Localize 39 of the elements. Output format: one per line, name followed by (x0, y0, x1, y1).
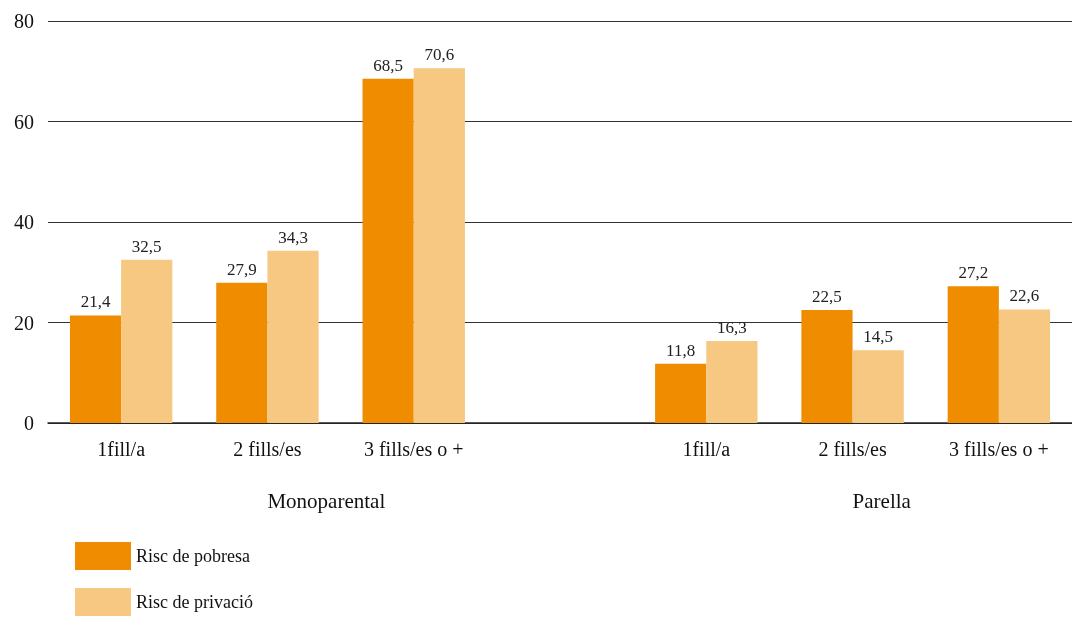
data-label: 27,2 (958, 263, 989, 283)
y-tick-label: 60 (14, 110, 34, 133)
y-tick-label: 80 (14, 10, 34, 32)
data-label: 22,5 (812, 286, 842, 306)
x-tick-label: 2 fills/es (818, 438, 887, 460)
y-tick-label: 20 (14, 311, 34, 334)
data-label: 14,5 (863, 327, 894, 347)
x-tick-label: 1fill/a (682, 438, 731, 460)
bar (362, 78, 414, 423)
bar (852, 350, 904, 423)
legend-label: Risc de pobresa (136, 546, 250, 566)
bar (69, 315, 122, 423)
data-label: 21,4 (80, 292, 111, 312)
data-label: 16,3 (717, 318, 747, 338)
x-tick-label: 1fill/a (97, 438, 146, 460)
data-label: 32,5 (131, 236, 162, 256)
text: Parella (852, 488, 912, 513)
bar (216, 282, 268, 423)
data-label: 11,8 (666, 340, 696, 360)
y-tick-label: 0 (24, 412, 34, 434)
legend-label: Risc de privació (136, 592, 253, 612)
bar (947, 286, 999, 423)
data-label: 27,9 (226, 259, 257, 279)
x-tick-label: 3 fills/es o + (949, 438, 1049, 460)
bar (413, 68, 465, 423)
bar (706, 341, 758, 423)
x-tick-label: 2 fills/es (233, 438, 302, 460)
data-label: 22,6 (1009, 286, 1040, 306)
data-label: 70,6 (424, 45, 455, 65)
bar (998, 309, 1051, 423)
bar (267, 250, 319, 423)
data-label: 68,5 (373, 55, 403, 75)
y-tick-label: 40 (14, 211, 34, 233)
data-label: 34,3 (278, 227, 308, 247)
x-tick-label: 3 fills/es o + (363, 438, 464, 460)
text: Monoparental (267, 488, 386, 513)
bar (801, 309, 853, 423)
bar (655, 363, 707, 423)
bar (121, 259, 173, 423)
